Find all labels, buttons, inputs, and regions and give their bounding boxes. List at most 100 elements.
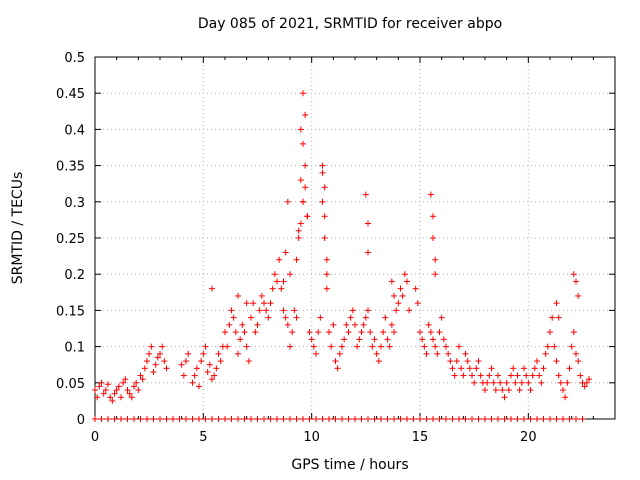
data-point [148, 343, 155, 350]
data-point [122, 376, 129, 383]
data-point [302, 184, 309, 191]
data-point [419, 336, 426, 343]
data-point [111, 390, 118, 397]
data-point [469, 372, 475, 379]
data-point [449, 416, 456, 422]
data-point [360, 321, 367, 328]
data-point [261, 300, 267, 307]
data-point [339, 343, 345, 350]
data-point [280, 307, 287, 314]
data-point [321, 235, 328, 241]
data-point [306, 329, 313, 336]
data-point [321, 184, 328, 191]
data-point [302, 111, 309, 118]
data-point [241, 329, 248, 336]
data-point [423, 350, 430, 357]
data-point [263, 307, 270, 314]
data-point [525, 379, 532, 386]
data-point [131, 416, 137, 422]
data-point [406, 307, 413, 314]
data-point [488, 416, 495, 422]
data-point [540, 365, 547, 372]
data-point [527, 416, 534, 422]
data-point [484, 379, 491, 386]
data-point [141, 365, 148, 372]
data-point [375, 358, 382, 365]
data-point [573, 278, 579, 285]
data-point [235, 350, 241, 357]
data-point [384, 416, 391, 422]
data-point [267, 300, 274, 307]
data-point [438, 314, 445, 321]
data-point [222, 329, 228, 336]
data-point [534, 416, 540, 422]
data-point [105, 416, 111, 422]
data-point [358, 329, 365, 336]
data-point [98, 416, 105, 422]
data-point [421, 343, 428, 350]
data-point [464, 358, 471, 365]
data-point [343, 321, 350, 328]
data-point [334, 365, 341, 372]
data-point [98, 379, 105, 386]
data-point [501, 394, 508, 401]
data-point [209, 376, 215, 383]
data-point [319, 162, 326, 169]
data-point [284, 198, 291, 205]
data-point [323, 285, 330, 292]
data-point [319, 416, 326, 422]
data-point [555, 372, 562, 379]
data-point [349, 307, 356, 314]
data-point [391, 292, 397, 299]
data-point [139, 376, 146, 383]
data-point [347, 314, 354, 321]
data-point [505, 387, 512, 394]
data-point [267, 416, 274, 422]
data-point [176, 416, 183, 422]
data-point [304, 213, 311, 220]
x-tick-label: 5 [199, 430, 207, 445]
data-point [538, 379, 545, 386]
data-point [157, 350, 163, 357]
data-point [209, 416, 215, 422]
data-point [271, 271, 278, 278]
data-point [570, 329, 577, 336]
data-point [237, 336, 244, 343]
data-point [508, 372, 514, 379]
data-point [482, 416, 488, 422]
data-point [490, 379, 497, 386]
data-point [330, 321, 337, 328]
data-point [521, 416, 527, 422]
data-point [440, 336, 447, 343]
data-point [124, 387, 131, 394]
data-point [297, 126, 304, 133]
data-point [388, 321, 395, 328]
data-point [414, 300, 421, 307]
data-point [573, 416, 579, 422]
y-tick-label: 0.05 [56, 377, 85, 392]
data-points [92, 90, 592, 422]
data-point [475, 358, 482, 365]
data-point [581, 383, 588, 390]
data-point [514, 372, 521, 379]
data-point [222, 416, 228, 422]
data-point [583, 379, 590, 386]
y-tick-label: 0.2 [64, 268, 85, 283]
x-tick-label: 20 [520, 430, 537, 445]
data-point [256, 307, 263, 314]
x-axis-label: GPS time / hours [291, 457, 409, 473]
data-point [365, 249, 371, 256]
data-point [326, 329, 332, 336]
data-point [380, 329, 387, 336]
data-point [146, 350, 153, 357]
data-point [230, 314, 237, 321]
data-point [391, 329, 397, 336]
data-point [204, 368, 211, 375]
data-point [135, 387, 142, 394]
y-tick-label: 0.4 [64, 123, 85, 138]
data-point [492, 387, 499, 394]
data-point [458, 365, 465, 372]
data-point [265, 314, 272, 321]
data-point [152, 361, 159, 368]
data-point [382, 314, 389, 321]
